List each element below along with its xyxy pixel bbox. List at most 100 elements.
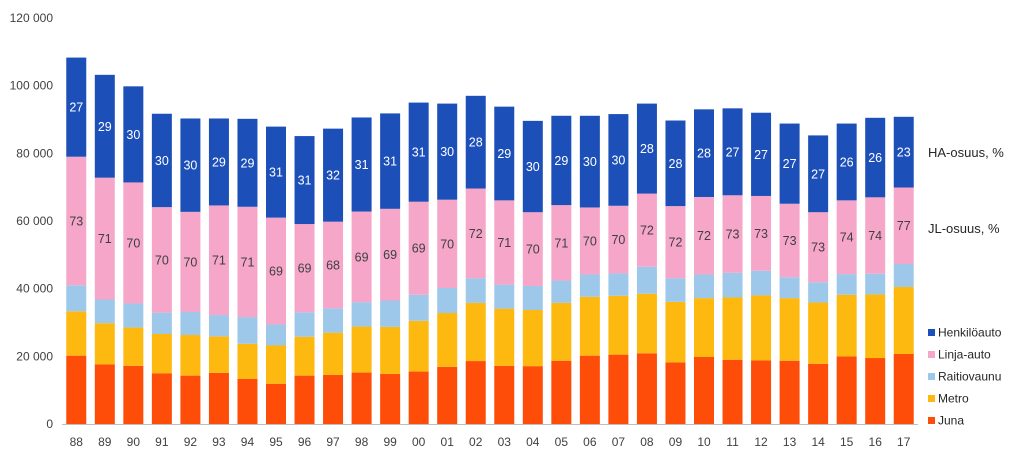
x-axis: 88 89 90 91 92 93 94 95 96 97 98 99 00 01 02 03 04 05 06 07…: [62, 424, 918, 449]
bar-segment-raitiovaunu: [323, 308, 344, 333]
bar-segment-metro: [808, 302, 829, 364]
x-tick-label: 98: [355, 435, 369, 449]
bar-segment-linja-auto: [123, 182, 144, 304]
segment-label-linja-auto: 74: [868, 229, 882, 243]
y-tick-label: 40 000: [16, 282, 53, 296]
bar-segment-henkil-auto: [237, 118, 258, 207]
bar-segment-raitiovaunu: [836, 274, 857, 295]
bar-segment-juna: [522, 366, 543, 424]
bar-segment-juna: [123, 365, 144, 424]
x-tick-label: 90: [127, 435, 141, 449]
segment-label-linja-auto: 73: [726, 228, 740, 242]
bar-segment-raitiovaunu: [465, 278, 486, 303]
bar-segment-metro: [151, 334, 172, 374]
y-tick-label: 60 000: [16, 214, 53, 228]
bar-segment-metro: [579, 296, 600, 356]
bar-segment-juna: [579, 355, 600, 424]
bar-segment-raitiovaunu: [123, 303, 144, 328]
segment-label-linja-auto: 69: [269, 265, 283, 279]
bar-segment-henkil-auto: [551, 115, 572, 206]
bar-segment-juna: [408, 371, 429, 424]
bar-segment-juna: [636, 353, 657, 424]
y-axis: 0 20 000 40 000 60 000 80 000 100 000 120 000: [10, 11, 54, 431]
bar-segment-metro: [180, 335, 201, 376]
segment-label-linja-auto: 69: [412, 242, 426, 256]
bar-segment-linja-auto: [180, 211, 201, 313]
bar-segment-linja-auto: [351, 211, 372, 303]
bar-segment-juna: [380, 373, 401, 424]
x-tick-label: 03: [498, 435, 512, 449]
legend-swatch: [928, 351, 935, 358]
bar-segment-henkil-auto: [94, 74, 115, 178]
x-tick-label: 96: [298, 435, 312, 449]
segment-label-henkil-auto: 27: [754, 148, 768, 162]
x-tick-label: 09: [669, 435, 683, 449]
bar-segment-raitiovaunu: [579, 274, 600, 297]
bar-segment-juna: [694, 357, 714, 424]
bar-segment-henkil-auto: [608, 114, 629, 206]
x-tick-label: 07: [612, 435, 626, 449]
bar-segment-linja-auto: [266, 217, 286, 325]
bar-segment-raitiovaunu: [551, 280, 572, 303]
segment-label-henkil-auto: 29: [497, 147, 511, 161]
legend-swatch: [928, 373, 935, 380]
bar-segment-linja-auto: [751, 195, 772, 271]
bar-segment-raitiovaunu: [437, 287, 458, 314]
segment-label-henkil-auto: 30: [126, 128, 140, 142]
x-tick-label: 00: [412, 435, 426, 449]
bar-segment-metro: [237, 343, 258, 380]
x-tick-label: 04: [526, 435, 540, 449]
bar-segment-metro: [351, 326, 372, 373]
bar-segment-linja-auto: [94, 177, 115, 300]
legend-label: Henkilöauto: [938, 326, 1002, 340]
segment-label-linja-auto: 70: [126, 236, 140, 250]
bar-segment-raitiovaunu: [522, 285, 543, 310]
bar-segment-linja-auto: [694, 196, 714, 275]
bar-segment-juna: [437, 366, 458, 424]
legend-swatch: [928, 329, 935, 336]
bar-segment-linja-auto: [465, 188, 486, 279]
segment-label-henkil-auto: 32: [326, 169, 340, 183]
bar-segment-juna: [779, 360, 800, 424]
bar-segment-metro: [694, 298, 714, 358]
bar-segment-henkil-auto: [494, 106, 515, 201]
bar-segment-linja-auto: [437, 199, 458, 288]
segment-label-henkil-auto: 31: [298, 174, 312, 188]
bar-segment-metro: [94, 323, 115, 365]
x-tick-label: 88: [70, 435, 84, 449]
bar-segment-henkil-auto: [465, 95, 486, 189]
bar-segment-metro: [665, 301, 686, 363]
bar-segment-metro: [380, 326, 401, 374]
segment-label-henkil-auto: 31: [355, 158, 369, 172]
segment-label-linja-auto: 71: [98, 232, 112, 246]
bar-segment-juna: [208, 372, 229, 424]
bar-segment-linja-auto: [579, 207, 600, 275]
bar-segment-raitiovaunu: [779, 277, 800, 299]
bar-segment-juna: [266, 383, 286, 424]
x-tick-label: 01: [441, 435, 455, 449]
segment-label-henkil-auto: 29: [98, 120, 112, 134]
segment-label-linja-auto: 68: [326, 258, 340, 272]
bar-segment-henkil-auto: [380, 113, 401, 209]
legend: Henkilöauto Linja-auto Raitiovaunu Metro Jun…: [928, 326, 1002, 428]
bar-segment-henkil-auto: [722, 108, 743, 196]
bar-segment-linja-auto: [808, 212, 829, 283]
bar-segment-linja-auto: [836, 200, 857, 275]
bar-segment-juna: [751, 360, 772, 424]
bar-segment-henkil-auto: [893, 116, 914, 188]
y-tick-label: 80 000: [16, 146, 53, 160]
bar-segment-linja-auto: [237, 206, 258, 318]
bar-segment-linja-auto: [893, 187, 914, 264]
bar-segment-raitiovaunu: [893, 263, 914, 287]
bar-segment-henkil-auto: [808, 135, 829, 213]
bar-segment-juna: [494, 365, 515, 424]
bar-segment-juna: [66, 355, 87, 424]
segment-label-henkil-auto: 29: [241, 156, 255, 170]
segment-label-linja-auto: 74: [840, 231, 854, 245]
bar-segment-juna: [94, 364, 115, 424]
bar-segment-henkil-auto: [151, 113, 172, 208]
x-tick-label: 99: [383, 435, 397, 449]
bar-segment-henkil-auto: [408, 102, 429, 202]
bar-segment-linja-auto: [380, 208, 401, 301]
bar-segment-raitiovaunu: [266, 324, 286, 346]
